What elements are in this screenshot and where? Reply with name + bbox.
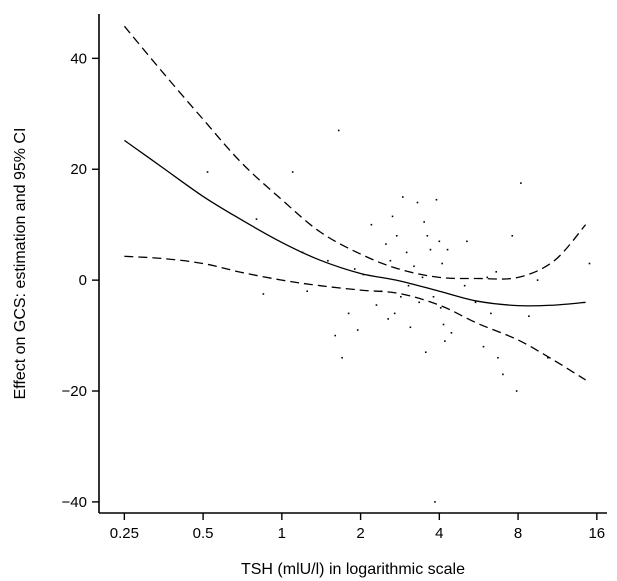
- data-point: [429, 248, 432, 251]
- y-tick-label: 40: [70, 50, 87, 67]
- data-point: [395, 234, 398, 237]
- data-point: [463, 284, 466, 287]
- data-point: [495, 271, 498, 273]
- scatter-points: [206, 129, 591, 503]
- data-point: [588, 262, 591, 265]
- data-point: [262, 293, 265, 295]
- data-point: [444, 340, 446, 342]
- data-point: [474, 301, 477, 304]
- data-point: [434, 501, 436, 503]
- data-point: [341, 356, 343, 359]
- data-point: [497, 356, 499, 359]
- data-point: [482, 345, 485, 348]
- x-tick-label: 2: [356, 525, 364, 542]
- y-tick-label: −20: [62, 383, 87, 400]
- data-point: [520, 182, 522, 184]
- data-point: [442, 323, 445, 326]
- data-point: [432, 295, 435, 298]
- y-tick-label: 0: [79, 272, 87, 289]
- data-point: [375, 304, 378, 306]
- y-axis-title: Effect on GCS: estimation and 95% CI: [12, 128, 29, 400]
- data-point: [418, 301, 420, 304]
- estimate-line: [124, 139, 586, 307]
- data-point: [353, 268, 356, 270]
- data-point: [511, 234, 514, 237]
- data-point: [389, 259, 392, 262]
- data-point: [416, 201, 419, 204]
- data-point: [385, 243, 387, 245]
- data-point: [426, 234, 429, 237]
- data-point: [439, 307, 442, 309]
- data-point: [306, 290, 308, 293]
- data-point: [393, 312, 396, 315]
- data-point: [400, 295, 402, 298]
- upper-ci-line: [123, 25, 587, 280]
- data-point: [391, 215, 394, 218]
- data-point: [334, 334, 337, 337]
- data-point: [401, 196, 404, 198]
- data-point: [466, 240, 468, 243]
- x-tick-label: 4: [435, 525, 443, 542]
- data-point: [356, 329, 359, 331]
- data-point: [528, 315, 530, 317]
- data-point: [486, 276, 489, 279]
- data-point: [502, 373, 504, 376]
- data-point: [438, 240, 441, 243]
- data-point: [424, 351, 427, 354]
- data-point: [421, 276, 424, 279]
- data-point: [450, 332, 453, 334]
- data-point: [387, 318, 389, 320]
- data-point: [441, 262, 443, 265]
- lower-ci-line: [124, 255, 586, 381]
- x-tick-label: 0.25: [110, 525, 139, 542]
- data-point: [370, 223, 373, 226]
- x-tick-label: 0.5: [193, 525, 214, 542]
- ticks: 0.25 0.5 1 2 4 8 16 −40 −20 0 20 40: [62, 50, 606, 542]
- data-point: [206, 171, 209, 173]
- y-tick-label: 20: [70, 161, 87, 178]
- data-point: [547, 356, 549, 359]
- data-point: [407, 284, 410, 287]
- data-point: [536, 279, 539, 281]
- x-tick-label: 1: [278, 525, 286, 542]
- data-point: [446, 248, 449, 251]
- x-tick-label: 16: [588, 525, 605, 542]
- series-lines: [123, 25, 587, 381]
- data-point: [291, 171, 294, 173]
- data-point: [327, 259, 329, 262]
- x-axis-title: TSH (mlU/l) in logarithmic scale: [241, 561, 465, 578]
- x-tick-label: 8: [514, 525, 522, 542]
- data-point: [405, 251, 408, 254]
- data-point: [423, 221, 425, 223]
- axes: [98, 14, 607, 514]
- data-point: [490, 312, 492, 315]
- data-point: [255, 218, 258, 220]
- data-point: [515, 390, 518, 392]
- data-point: [435, 198, 438, 201]
- data-point: [347, 312, 350, 315]
- data-point: [337, 129, 340, 132]
- data-point: [409, 326, 412, 329]
- data-point: [413, 265, 415, 268]
- y-tick-label: −40: [62, 494, 87, 511]
